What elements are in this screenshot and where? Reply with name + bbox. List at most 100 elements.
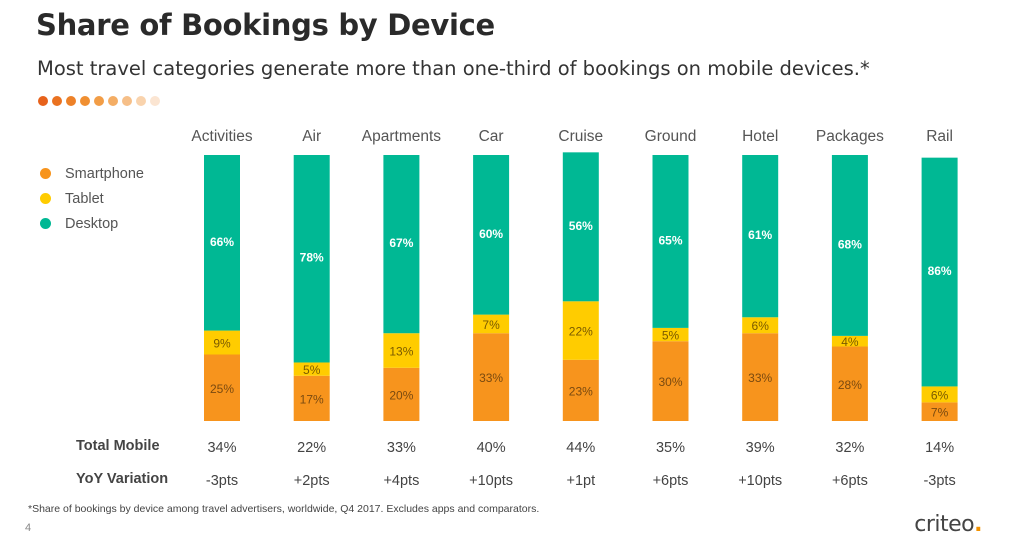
bar-smartphone-cruise (562, 359, 599, 421)
value-label-desktop-rail: 86% (928, 264, 952, 278)
value-label-desktop-packages: 68% (838, 237, 862, 251)
yoy-value-cruise: +1pt (566, 473, 595, 489)
total-mobile-value-packages: 32% (835, 440, 864, 456)
chart-legend: Smartphone Tablet Desktop (40, 161, 144, 236)
bar-tablet-air (293, 362, 330, 376)
decorative-dot (136, 96, 146, 106)
bar-smartphone-apartments (383, 367, 420, 421)
value-label-desktop-cruise: 56% (569, 219, 593, 233)
legend-label-desktop: Desktop (65, 215, 119, 232)
total-mobile-row-label: Total Mobile (76, 438, 160, 454)
value-label-smartphone-packages: 28% (838, 378, 862, 392)
value-label-tablet-air: 5% (303, 363, 321, 377)
total-mobile-value-activities: 34% (207, 440, 236, 456)
yoy-value-car: +10pts (469, 473, 513, 489)
bar-desktop-apartments (383, 155, 420, 334)
value-label-tablet-apartments: 13% (389, 345, 413, 359)
value-label-smartphone-car: 33% (479, 371, 503, 385)
category-label-air: Air (302, 128, 321, 145)
yoy-value-apartments: +4pts (383, 473, 419, 489)
bar-desktop-packages (831, 155, 868, 336)
bar-desktop-air (293, 155, 330, 363)
category-label-ground: Ground (645, 128, 697, 145)
decorative-dot (38, 96, 48, 106)
value-label-tablet-hotel: 6% (752, 319, 770, 333)
bar-tablet-activities (204, 330, 240, 355)
value-label-smartphone-cruise: 23% (569, 384, 593, 398)
bar-tablet-apartments (383, 333, 420, 368)
yoy-row-label: YoY Variation (76, 471, 169, 487)
yoy-value-air: +2pts (294, 473, 330, 489)
value-label-tablet-rail: 6% (931, 388, 949, 402)
value-label-desktop-hotel: 61% (748, 228, 772, 242)
total-mobile-value-ground: 35% (656, 440, 685, 456)
footnote: *Share of bookings by device among trave… (28, 503, 540, 515)
decorative-dot (80, 96, 90, 106)
value-label-desktop-ground: 65% (658, 233, 682, 247)
category-label-activities: Activities (191, 128, 252, 145)
bar-smartphone-car (473, 333, 510, 421)
category-label-apartments: Apartments (362, 128, 442, 145)
total-mobile-value-air: 22% (297, 440, 326, 456)
value-label-tablet-car: 7% (482, 318, 500, 332)
legend-swatch-tablet (40, 193, 51, 204)
total-mobile-value-hotel: 39% (746, 440, 775, 456)
yoy-value-ground: +6pts (653, 473, 689, 489)
brand-name: criteo (914, 512, 975, 537)
legend-swatch-smartphone (40, 168, 51, 179)
page-number: 4 (25, 522, 32, 534)
legend-swatch-desktop (40, 218, 51, 229)
bar-desktop-cruise (562, 152, 599, 302)
bar-desktop-hotel (742, 155, 779, 318)
yoy-value-packages: +6pts (832, 473, 868, 489)
legend-item-smartphone: Smartphone (40, 161, 144, 186)
bar-smartphone-packages (831, 346, 868, 421)
value-label-smartphone-apartments: 20% (389, 388, 413, 402)
bar-smartphone-rail (921, 402, 958, 421)
category-label-car: Car (479, 128, 504, 145)
decorative-dot (94, 96, 104, 106)
category-label-rail: Rail (926, 128, 953, 145)
bar-desktop-rail (921, 157, 958, 387)
value-label-smartphone-activities: 25% (210, 382, 234, 396)
bar-tablet-rail (921, 386, 958, 403)
value-label-desktop-car: 60% (479, 227, 503, 241)
decorative-dot (108, 96, 118, 106)
value-label-tablet-packages: 4% (841, 335, 859, 349)
bar-smartphone-activities (204, 354, 240, 421)
criteo-logo: criteo. (914, 512, 982, 537)
value-label-tablet-activities: 9% (213, 337, 231, 351)
value-label-smartphone-ground: 30% (658, 375, 682, 389)
bar-tablet-hotel (742, 317, 779, 334)
page-title: Share of Bookings by Device (36, 8, 495, 42)
decorative-dots (38, 93, 164, 106)
bar-desktop-ground (652, 155, 689, 328)
decorative-dot (66, 96, 76, 106)
value-label-smartphone-rail: 7% (931, 406, 949, 420)
legend-label-smartphone: Smartphone (65, 165, 144, 182)
yoy-value-hotel: +10pts (738, 473, 782, 489)
value-label-desktop-air: 78% (300, 251, 324, 265)
legend-item-tablet: Tablet (40, 186, 144, 211)
total-mobile-value-apartments: 33% (387, 440, 416, 456)
decorative-dot (52, 96, 62, 106)
category-label-hotel: Hotel (742, 128, 778, 145)
total-mobile-value-cruise: 44% (566, 440, 595, 456)
decorative-dot (150, 96, 160, 106)
legend-label-tablet: Tablet (65, 190, 104, 207)
value-label-desktop-activities: 66% (210, 235, 234, 249)
decorative-dot (122, 96, 132, 106)
bar-desktop-activities (204, 155, 240, 331)
page-subtitle: Most travel categories generate more tha… (37, 57, 870, 80)
value-label-tablet-cruise: 22% (569, 325, 593, 339)
bar-smartphone-hotel (742, 333, 779, 421)
yoy-value-rail: -3pts (923, 473, 955, 489)
bar-desktop-car (473, 155, 510, 315)
value-label-smartphone-air: 17% (300, 392, 324, 406)
category-label-packages: Packages (816, 128, 884, 145)
brand-dot: . (974, 512, 982, 537)
bar-tablet-car (473, 314, 510, 334)
total-mobile-value-rail: 14% (925, 440, 954, 456)
value-label-tablet-ground: 5% (662, 329, 680, 343)
